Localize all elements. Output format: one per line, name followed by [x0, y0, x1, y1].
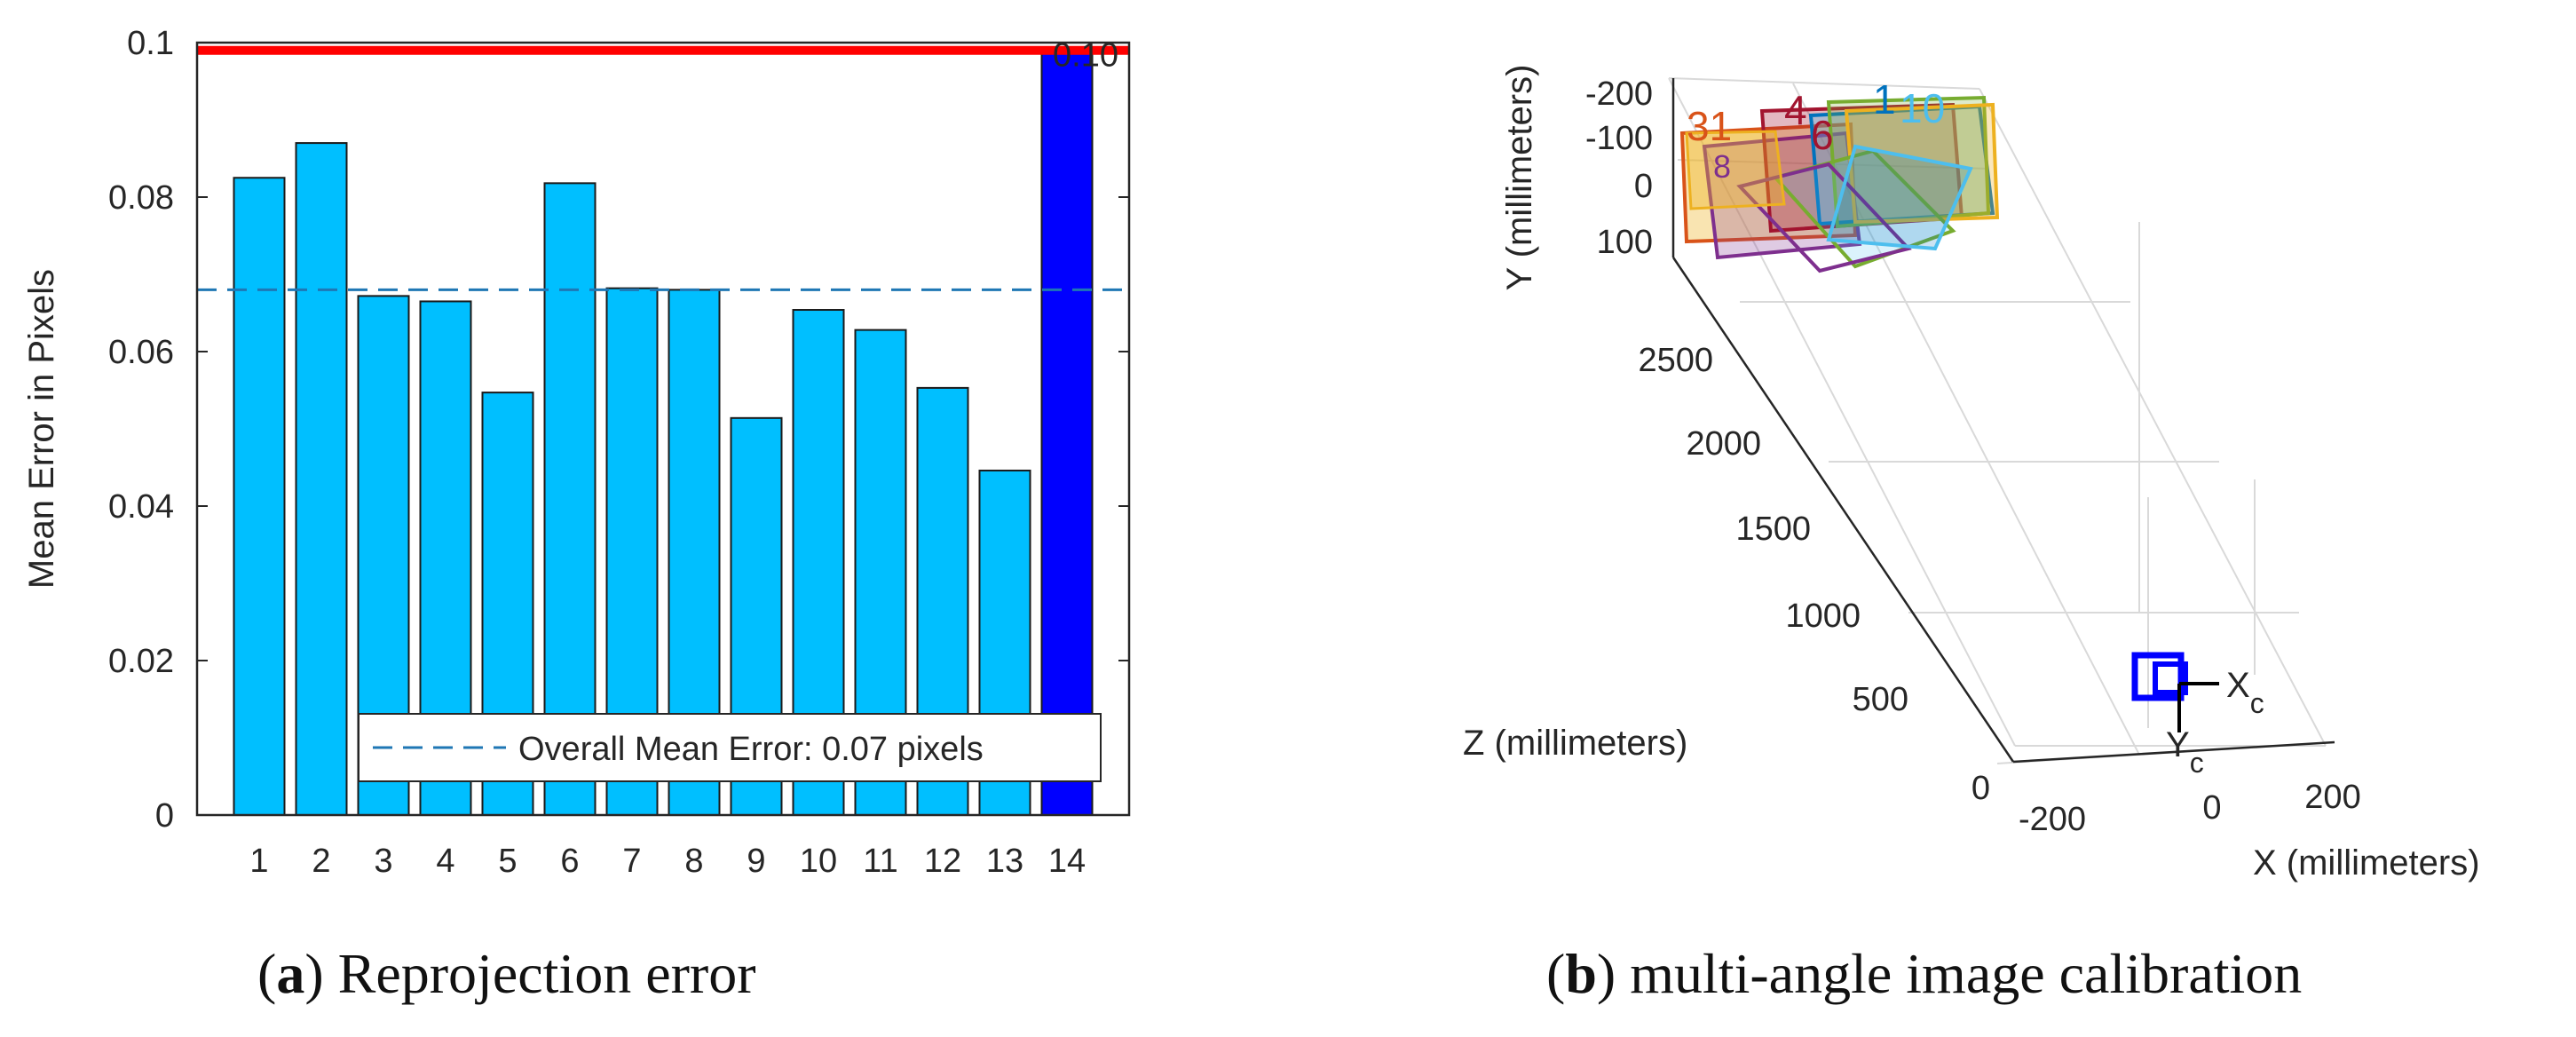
- board-label: 31: [1687, 103, 1732, 149]
- x-tick-label: 14: [1048, 843, 1086, 880]
- board-label: 1: [1873, 76, 1896, 123]
- tick-label: 100: [1597, 224, 1653, 261]
- tick-label: 200: [2304, 779, 2360, 816]
- reprojection-error-chart: 00.020.040.060.080.1 1 2 3 4 5 6 7 8 9 10 11 12 13 14…: [22, 25, 1131, 1005]
- board-label: 6: [1811, 112, 1834, 158]
- camera-y-label: Yc: [2166, 725, 2204, 779]
- board-9: [1826, 144, 1973, 251]
- tick-label: 2500: [1638, 342, 1713, 379]
- legend-entry: Overall Mean Error: 0.07 pixels: [518, 731, 984, 768]
- calibration-boards: [1679, 95, 2000, 273]
- tick-label: 1500: [1735, 511, 1811, 548]
- caption-b: (b) multi-angle image calibration: [1546, 942, 2302, 1005]
- tick-label: 2000: [1686, 425, 1761, 463]
- y-tick-label: 0.1: [127, 25, 174, 62]
- y-tick-label: 0: [155, 797, 174, 835]
- board-labels: 31 4 6 1 10 8: [1687, 76, 1945, 185]
- y-axis-label: Mean Error in Pixels: [22, 269, 61, 589]
- board-label: 4: [1784, 87, 1807, 133]
- tick-label: 0: [1972, 770, 1990, 807]
- board-label: 10: [1900, 85, 1945, 131]
- x-tick-label: 10: [800, 843, 837, 880]
- z-axis-label-3d: Z (millimeters): [1463, 724, 1687, 763]
- caption-a: (a) Reprojection error: [257, 942, 756, 1005]
- x-tick-label: 9: [747, 843, 765, 880]
- y-axis-label-3d: Y (millimeters): [1500, 65, 1539, 291]
- camera-icon: [2131, 652, 2185, 701]
- x-tick-label: 4: [436, 843, 454, 880]
- x-tick-label: 6: [560, 843, 579, 880]
- tick-label: 0: [2202, 789, 2221, 827]
- x-tick-label: 12: [924, 843, 961, 880]
- tick-label: -200: [2019, 801, 2086, 838]
- board-10: [1685, 130, 1786, 210]
- legend: Overall Mean Error: 0.07 pixels: [358, 713, 1102, 782]
- calibration-3d-plot: 31 4 6 1 10 8 Xc Yc -200 -100 0 100 2500…: [1463, 65, 2480, 1005]
- x-tick-label: 2: [312, 843, 330, 880]
- tick-label: 500: [1853, 681, 1908, 718]
- y-tick-label: 0.08: [108, 179, 174, 217]
- tick-label: -100: [1585, 120, 1653, 157]
- x-ticks-3d: -200 0 200: [2019, 779, 2361, 838]
- board-label: 8: [1713, 148, 1731, 185]
- bar: [233, 177, 286, 816]
- y-tick-label: 0.06: [108, 334, 174, 371]
- bar: [295, 142, 348, 817]
- x-tick-label: 1: [249, 843, 268, 880]
- y-ticks: 0 0.02 0.04 0.06 0.08 0.1: [108, 25, 1129, 835]
- x-tick-label: 5: [498, 843, 517, 880]
- bar: [1040, 49, 1094, 816]
- z-ticks-3d: 2500 2000 1500 1000 500 0: [1638, 342, 1990, 807]
- plot-area: [197, 43, 1129, 815]
- x-tick-label: 3: [374, 843, 392, 880]
- tick-label: 0: [1634, 168, 1653, 205]
- x-tick-label: 11: [863, 843, 897, 880]
- x-tick-label: 8: [684, 843, 703, 880]
- camera-x-label: Xc: [2226, 666, 2264, 719]
- x-axis-label-3d: X (millimeters): [2253, 843, 2480, 883]
- y-ticks-3d: -200 -100 0 100: [1585, 75, 1653, 261]
- tick-label: -200: [1585, 75, 1653, 113]
- x-tick-label: 7: [622, 843, 641, 880]
- board-8: [1736, 162, 1912, 273]
- x-tick-label: 13: [986, 843, 1023, 880]
- axes-box: [195, 41, 1131, 817]
- tick-label: 1000: [1785, 598, 1861, 635]
- y-tick-label: 0.04: [108, 488, 174, 526]
- camera-marker: Xc Yc: [2131, 652, 2264, 779]
- board-5: [1826, 95, 1991, 229]
- x-ticks: 1 2 3 4 5 6 7 8 9 10 11 12 13 14: [249, 843, 1086, 880]
- axes-lines: [1671, 78, 2335, 764]
- y-tick-label: 0.02: [108, 643, 174, 680]
